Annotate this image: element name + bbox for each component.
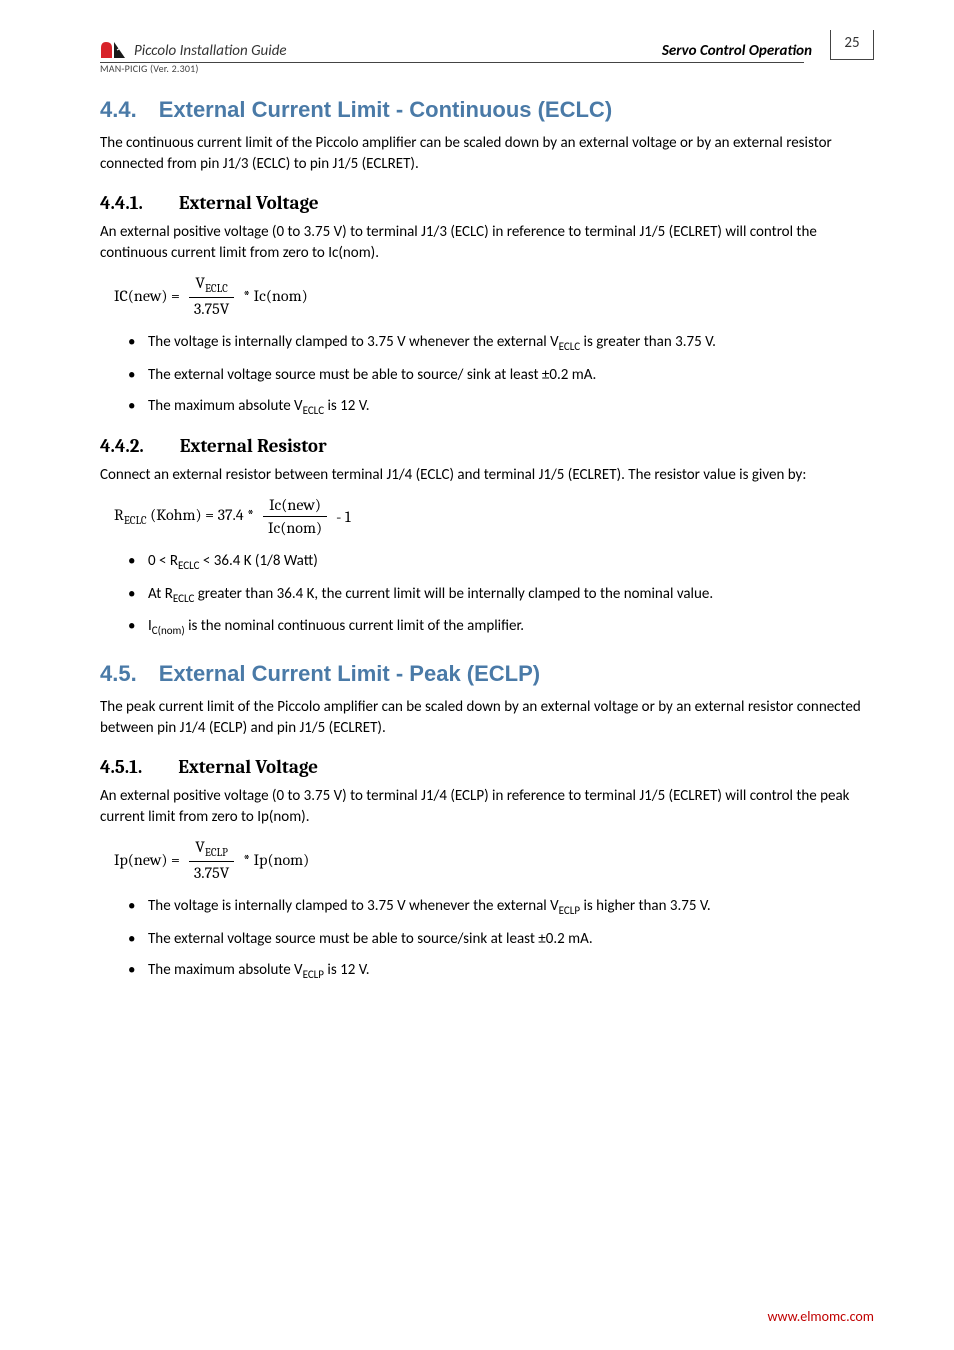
formula-tail: - 1 xyxy=(336,508,351,526)
heading-number: 4.5. xyxy=(100,661,137,686)
formula-fraction: Ic(new) Ic(nom) xyxy=(262,496,328,537)
formula-denominator: 3.75V xyxy=(188,298,235,318)
formula-ip-new: Ip(new) = VECLP 3.75V * Ip(nom) xyxy=(114,838,874,882)
formula-tail: * Ic(nom) xyxy=(243,287,307,305)
paragraph: An external positive voltage (0 to 3.75 … xyxy=(100,786,874,829)
elmo-logo-icon xyxy=(100,40,126,60)
formula-numerator: VECLP xyxy=(189,838,234,862)
heading-text: External Voltage xyxy=(179,192,319,214)
heading-number: 4.4.1. xyxy=(100,192,143,214)
bullet-list: The voltage is internally clamped to 3.7… xyxy=(100,896,874,983)
footer-link[interactable]: www.elmomc.com xyxy=(767,1308,874,1325)
paragraph: An external positive voltage (0 to 3.75 … xyxy=(100,222,874,265)
heading-text: External Current Limit - Peak (ECLP) xyxy=(159,661,540,686)
heading-text: External Current Limit - Continuous (ECL… xyxy=(159,97,612,122)
list-item: 0 < RECLC < 36.4 K (1/8 Watt) xyxy=(128,551,874,574)
page-number: 25 xyxy=(830,30,874,60)
list-item: The external voltage source must be able… xyxy=(128,929,874,950)
page-footer: www.elmomc.com xyxy=(767,1307,874,1326)
manual-version: MAN-PICIG (Ver. 2.301) xyxy=(100,62,874,75)
list-item: The voltage is internally clamped to 3.7… xyxy=(128,896,874,919)
formula-tail: * Ip(nom) xyxy=(243,851,309,869)
guide-title: Piccolo Installation Guide xyxy=(134,42,287,60)
heading-text: External Voltage xyxy=(178,756,318,778)
list-item: At RECLC greater than 36.4 K, the curren… xyxy=(128,584,874,607)
formula-denominator: Ic(nom) xyxy=(262,517,328,537)
formula-lhs: IC(new) = xyxy=(114,287,180,305)
paragraph: The peak current limit of the Piccolo am… xyxy=(100,697,874,740)
page-header: Piccolo Installation Guide Servo Control… xyxy=(100,30,874,62)
formula-fraction: VECLC 3.75V xyxy=(188,274,235,318)
formula-numerator: VECLC xyxy=(189,274,233,298)
list-item: IC(nom) is the nominal continuous curren… xyxy=(128,616,874,639)
formula-denominator: 3.75V xyxy=(188,862,235,882)
formula-lhs: Ip(new) = xyxy=(114,851,180,869)
section-title: Servo Control Operation xyxy=(287,42,830,60)
list-item: The maximum absolute VECLC is 12 V. xyxy=(128,396,874,419)
list-item: The voltage is internally clamped to 3.7… xyxy=(128,332,874,355)
formula-numerator: Ic(new) xyxy=(263,496,327,517)
heading-text: External Resistor xyxy=(180,435,327,457)
heading-4-4-1: 4.4.1. External Voltage xyxy=(100,192,874,214)
formula-lhs: RECLC (Kohm) = 37.4 * xyxy=(114,506,254,527)
heading-4-5: 4.5. External Current Limit - Peak (ECLP) xyxy=(100,661,874,687)
paragraph: Connect an external resistor between ter… xyxy=(100,465,874,486)
formula-fraction: VECLP 3.75V xyxy=(188,838,235,882)
formula-ic-new: IC(new) = VECLC 3.75V * Ic(nom) xyxy=(114,274,874,318)
header-left: Piccolo Installation Guide xyxy=(100,40,287,60)
heading-number: 4.5.1. xyxy=(100,756,142,778)
paragraph: The continuous current limit of the Picc… xyxy=(100,133,874,176)
heading-4-4-2: 4.4.2. External Resistor xyxy=(100,435,874,457)
heading-number: 4.4. xyxy=(100,97,137,122)
bullet-list: The voltage is internally clamped to 3.7… xyxy=(100,332,874,419)
list-item: The maximum absolute VECLP is 12 V. xyxy=(128,960,874,983)
list-item: The external voltage source must be able… xyxy=(128,365,874,386)
bullet-list: 0 < RECLC < 36.4 K (1/8 Watt) At RECLC g… xyxy=(100,551,874,639)
heading-4-4: 4.4. External Current Limit - Continuous … xyxy=(100,97,874,123)
formula-r-eclc: RECLC (Kohm) = 37.4 * Ic(new) Ic(nom) - … xyxy=(114,496,874,537)
heading-4-5-1: 4.5.1. External Voltage xyxy=(100,756,874,778)
document-page: Piccolo Installation Guide Servo Control… xyxy=(0,0,954,1350)
heading-number: 4.4.2. xyxy=(100,435,144,457)
